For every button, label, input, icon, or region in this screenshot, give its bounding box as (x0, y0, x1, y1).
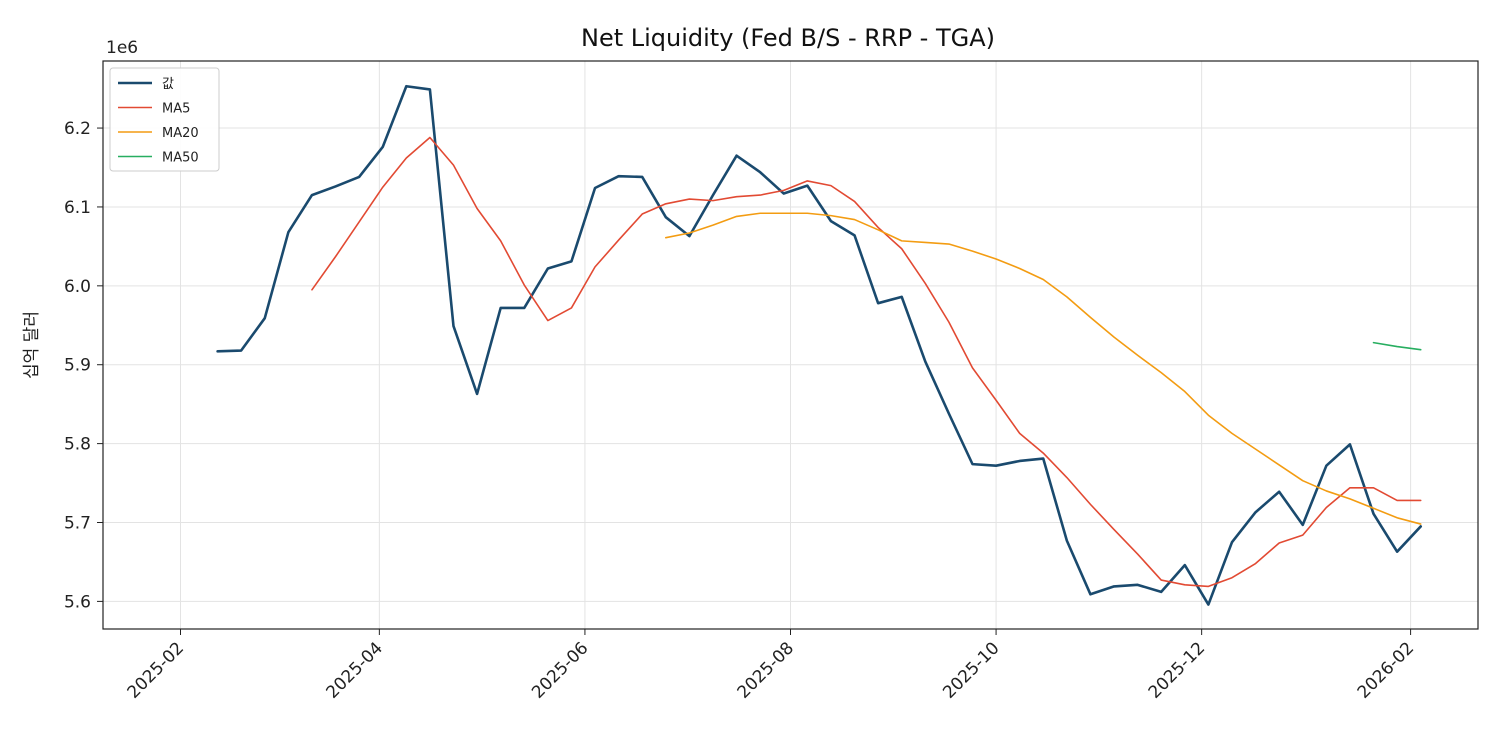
y-axis-label: 십억 달러 (22, 311, 42, 379)
y-axis: 5.6 5.7 5.8 5.9 6.0 6.1 6.2 (64, 119, 103, 612)
y-tick-label: 5.6 (64, 592, 91, 612)
y-tick-label: 5.9 (64, 356, 91, 376)
legend-label: MA50 (162, 151, 199, 166)
y-tick-label: 5.8 (64, 435, 91, 455)
chart-title: Net Liquidity (Fed B/S - RRP - TGA) (581, 24, 995, 52)
grid (103, 61, 1478, 629)
y-tick-label: 6.1 (64, 198, 91, 218)
series-line-값 (216, 84, 1423, 606)
legend-box (109, 67, 220, 172)
series-layer (216, 84, 1423, 606)
legend-label: MA5 (162, 102, 190, 117)
legend-label: 값 (162, 77, 174, 92)
series-line-ma50 (1372, 341, 1422, 351)
legend: 값 MA5 MA20 MA50 (109, 67, 220, 172)
y-tick-label: 5.7 (64, 514, 91, 534)
y-tick-label: 6.0 (64, 277, 91, 297)
y-tick-label: 6.2 (64, 119, 91, 139)
series-line-ma20 (665, 212, 1422, 525)
legend-label: MA20 (162, 126, 199, 141)
y-offset-label: 1e6 (106, 38, 138, 58)
series-line-ma5 (311, 136, 1422, 588)
